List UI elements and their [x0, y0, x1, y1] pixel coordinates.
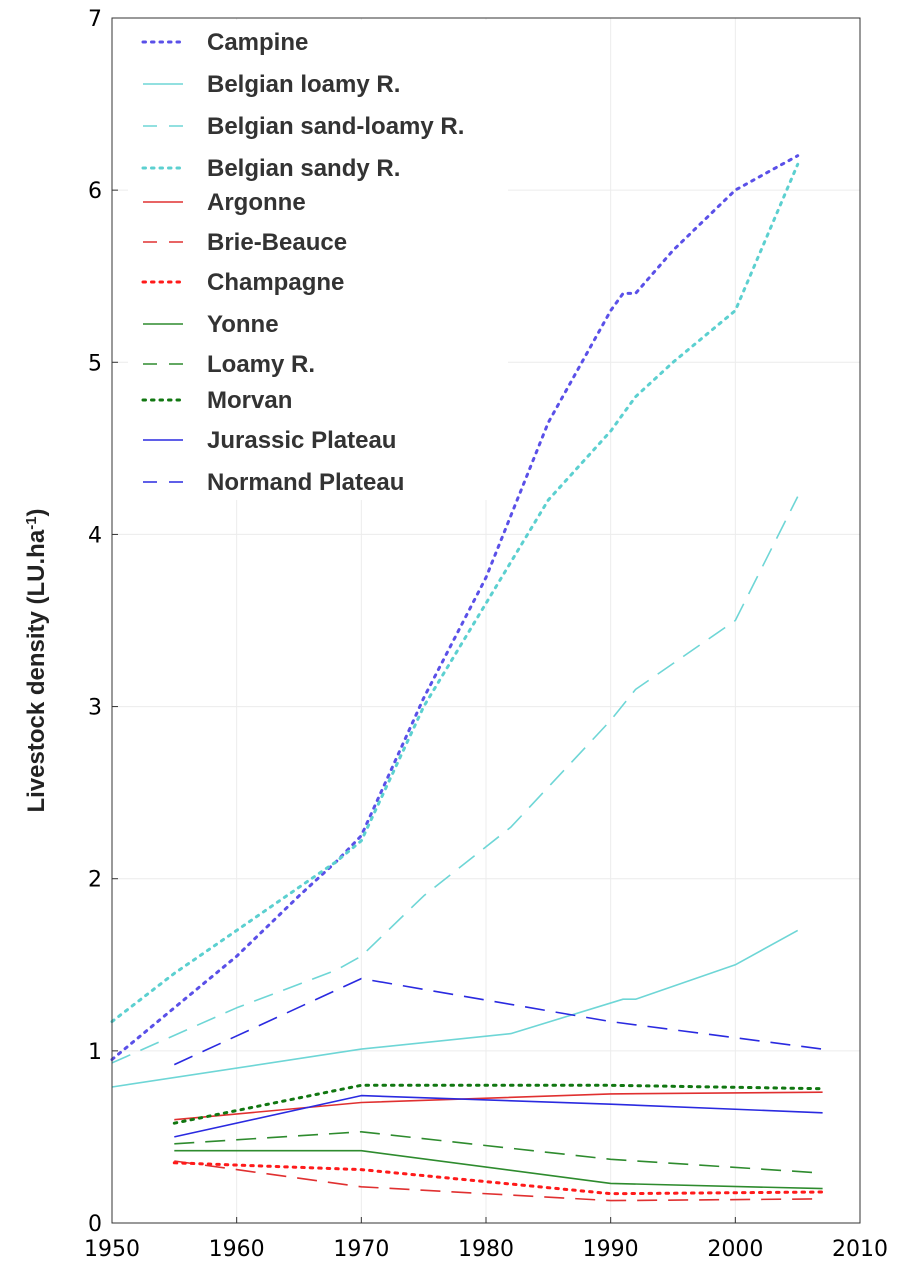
x-tick-label-1970: 1970 [333, 1237, 389, 1262]
legend-label-argonne: Argonne [207, 189, 306, 216]
series-line-normand-plateau [173, 977, 823, 1066]
series-line-yonne [174, 1149, 823, 1190]
legend-label-brie-beauce: Brie-Beauce [207, 229, 347, 256]
y-tick-label-6: 6 [88, 179, 102, 204]
legend-label-loamy-r: Loamy R. [207, 351, 315, 378]
legend-label-belgian-sand-loamy-r: Belgian sand-loamy R. [207, 113, 464, 140]
y-axis-label: Livestock density (LU.ha-1) [23, 508, 51, 812]
series-line-belgian-sand-loamy-r [111, 496, 799, 1064]
series-line-loamy-r [174, 1131, 823, 1174]
series-line-belgian-sandy-r [110, 162, 800, 1024]
y-tick-label-2: 2 [88, 868, 102, 893]
legend-box [128, 20, 508, 500]
y-axis-ticks: 0 1 2 3 4 5 6 7 [88, 7, 118, 1237]
legend: Campine Belgian loamy R. Belgian sand-loam… [141, 29, 464, 496]
series-lines [110, 154, 825, 1202]
series-line-champagne [172, 1161, 825, 1196]
series-line-campine [110, 154, 800, 1061]
x-tick-label-1960: 1960 [209, 1237, 265, 1262]
x-tick-label-2000: 2000 [707, 1237, 763, 1262]
legend-label-belgian-loamy-r: Belgian loamy R. [207, 71, 400, 98]
y-axis-label-superscript: -1 [23, 516, 40, 529]
x-tick-label-1990: 1990 [583, 1237, 639, 1262]
legend-label-campine: Campine [207, 29, 308, 56]
legend-label-morvan: Morvan [207, 387, 292, 414]
legend-label-jurassic-plateau: Jurassic Plateau [207, 427, 396, 454]
x-tick-label-1980: 1980 [458, 1237, 514, 1262]
y-axis-label-main: Livestock density (LU.ha [23, 529, 50, 812]
y-tick-label-7: 7 [88, 7, 102, 32]
legend-label-normand-plateau: Normand Plateau [207, 469, 404, 496]
legend-background [128, 20, 508, 500]
x-tick-label-1950: 1950 [84, 1237, 140, 1262]
x-tick-label-2010: 2010 [832, 1237, 888, 1262]
x-axis-ticks: 1950 1960 1970 1980 1990 2000 2010 [84, 1217, 888, 1262]
series-line-morvan [172, 1083, 825, 1125]
legend-label-champagne: Champagne [207, 269, 344, 296]
y-tick-label-3: 3 [88, 696, 102, 721]
series-line-argonne [174, 1091, 823, 1121]
legend-label-yonne: Yonne [207, 311, 279, 338]
series-line-brie-beauce [174, 1160, 823, 1202]
legend-label-belgian-sandy-r: Belgian sandy R. [207, 155, 400, 182]
y-axis-label-close: ) [23, 508, 50, 516]
y-tick-label-0: 0 [88, 1212, 102, 1237]
y-tick-label-1: 1 [88, 1040, 102, 1065]
series-line-belgian-loamy-r [111, 929, 799, 1088]
series-line-jurassic-plateau [174, 1094, 823, 1138]
y-tick-label-5: 5 [88, 351, 102, 376]
y-tick-label-4: 4 [88, 523, 102, 548]
